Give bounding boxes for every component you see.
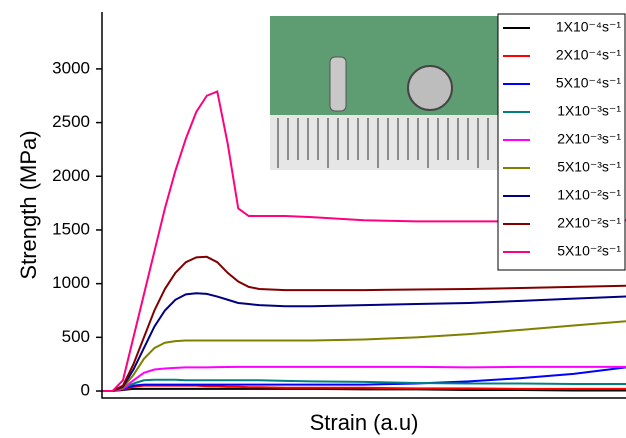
series-line bbox=[102, 365, 626, 393]
plot-area: 0 500 1000 1500 2000 2500 3000 bbox=[52, 12, 626, 400]
legend-label: 2X10⁻⁴s⁻¹ bbox=[556, 47, 621, 63]
disc-sample bbox=[407, 65, 453, 111]
series-line bbox=[102, 320, 626, 393]
axis-frame bbox=[101, 12, 626, 399]
ruler-ticks bbox=[277, 118, 489, 168]
legend-label: 1X10⁻²s⁻¹ bbox=[557, 187, 621, 203]
legend: 1X10⁻⁴s⁻¹ 2X10⁻⁴s⁻¹ 5X10⁻⁴s⁻¹ 1X10⁻³s⁻¹ 2X10… bbox=[497, 13, 626, 271]
series-line bbox=[102, 378, 626, 393]
y-axis-label: Strength (MPa) bbox=[16, 130, 41, 279]
y-tick-label: 0 bbox=[81, 381, 90, 400]
y-tick-label: 2500 bbox=[52, 112, 90, 131]
inset-photo bbox=[270, 16, 498, 170]
x-axis-label: Strain (a.u) bbox=[310, 410, 419, 435]
ruler bbox=[270, 115, 498, 170]
legend-label: 2X10⁻³s⁻¹ bbox=[557, 131, 621, 147]
legend-label: 5X10⁻²s⁻¹ bbox=[557, 243, 621, 259]
y-tick-label: 2000 bbox=[52, 166, 90, 185]
y-tick-label: 3000 bbox=[52, 58, 90, 77]
cylinder-sample bbox=[329, 56, 347, 112]
legend-label: 5X10⁻³s⁻¹ bbox=[557, 159, 621, 175]
series-line bbox=[102, 255, 626, 393]
legend-label: 1X10⁻³s⁻¹ bbox=[557, 103, 621, 119]
series-line bbox=[102, 384, 626, 393]
legend-label: 2X10⁻²s⁻¹ bbox=[557, 215, 621, 231]
series-line bbox=[102, 90, 626, 393]
y-tick-label: 500 bbox=[62, 327, 90, 346]
legend-label: 1X10⁻⁴s⁻¹ bbox=[556, 19, 621, 35]
series-line bbox=[102, 387, 626, 393]
y-tick-label: 1500 bbox=[52, 219, 90, 238]
series-line bbox=[102, 292, 626, 393]
legend-label: 5X10⁻⁴s⁻¹ bbox=[556, 75, 621, 91]
y-tick-label: 1000 bbox=[52, 273, 90, 292]
